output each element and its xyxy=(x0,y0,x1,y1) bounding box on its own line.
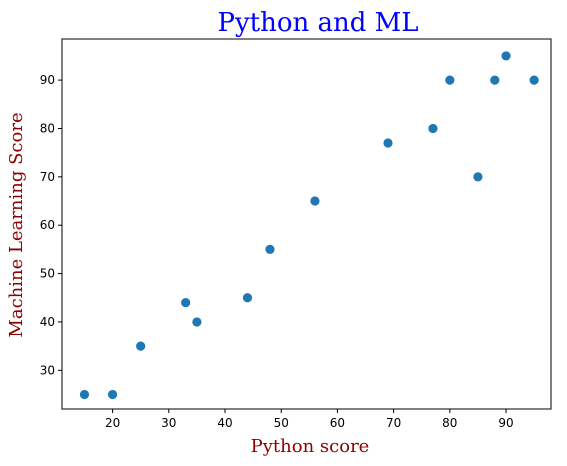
scatter-point xyxy=(473,172,483,182)
x-tick-label: 60 xyxy=(330,416,345,430)
scatter-point xyxy=(107,389,118,400)
scatter-point xyxy=(529,75,539,85)
y-tick-label: 70 xyxy=(40,170,55,184)
x-axis-label: Python score xyxy=(251,436,370,457)
y-tick-label: 90 xyxy=(40,73,55,87)
y-axis-label: Machine Learning Score xyxy=(6,112,27,337)
scatter-point xyxy=(383,138,393,148)
scatter-point xyxy=(501,51,511,61)
y-tick-label: 30 xyxy=(40,363,55,377)
y-tick-label: 60 xyxy=(40,218,55,232)
x-tick-label: 50 xyxy=(274,416,289,430)
scatter-point xyxy=(242,293,253,303)
scatter-point xyxy=(428,123,438,134)
x-tick-label: 80 xyxy=(442,416,457,430)
x-tick-label: 70 xyxy=(386,416,401,430)
scatter-point xyxy=(265,244,275,254)
scatter-point xyxy=(79,389,90,400)
x-tick-label: 40 xyxy=(217,416,232,430)
plot-frame xyxy=(61,38,552,410)
y-tick-label: 80 xyxy=(40,121,55,135)
scatter-point xyxy=(192,317,202,327)
x-tick-label: 90 xyxy=(498,416,513,430)
chart-title: Python and ML xyxy=(217,8,418,38)
y-tick-label: 50 xyxy=(40,267,55,281)
scatter-point xyxy=(490,75,500,85)
y-tick-label: 40 xyxy=(40,315,55,329)
axis-ticks: 20 30 40 50 60 70 80 90 30 40 50 60 70 80 90 xyxy=(40,73,514,430)
scatter-point xyxy=(310,196,320,206)
x-tick-label: 20 xyxy=(105,416,120,430)
scatter-point xyxy=(445,75,455,85)
scatter-point xyxy=(136,341,146,351)
scatter-point xyxy=(181,297,191,308)
x-tick-label: 30 xyxy=(161,416,176,430)
data-points xyxy=(79,51,539,400)
